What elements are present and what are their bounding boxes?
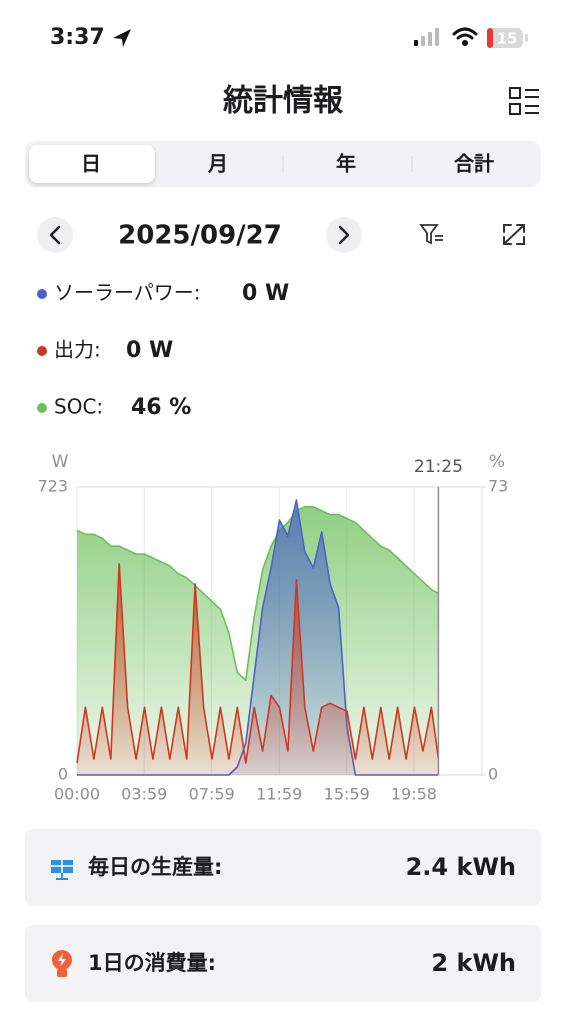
series-line [76, 563, 440, 764]
y-tick-label: 723 [37, 477, 68, 496]
summary-label: 1日の消費量: [88, 951, 216, 975]
readout-value: 0 W [242, 281, 289, 306]
solar-icon [51, 860, 73, 880]
location-icon [113, 29, 131, 47]
y2-axis-label: % [489, 452, 505, 472]
tab[interactable]: 日 [81, 152, 101, 176]
page-title: 統計情報 [223, 84, 344, 119]
bulb-icon [52, 950, 72, 977]
x-tick-label: 11:59 [256, 785, 302, 804]
y2-tick-label: 0 [488, 765, 498, 784]
readout-label: SOC: [54, 395, 103, 419]
summary-card [25, 925, 541, 1002]
readout-label: ソーラーパワー: [54, 281, 201, 305]
readout-value: 0 W [126, 338, 173, 363]
wifi-icon [452, 27, 478, 46]
status-time: 3:37 [50, 25, 105, 50]
readout-dot [37, 346, 47, 356]
list-button[interactable] [509, 87, 539, 115]
readout-dot [37, 403, 47, 413]
signal-icon [414, 28, 439, 46]
x-tick-label: 15:59 [324, 785, 370, 804]
tab-selected-bg [29, 145, 155, 183]
filter-button[interactable] [419, 224, 443, 245]
x-tick-label: 03:59 [121, 785, 167, 804]
prev-day-button[interactable] [37, 217, 73, 253]
summary-value: 2 kWh [431, 949, 516, 977]
tab[interactable]: 合計 [454, 152, 494, 176]
cursor-label: 21:25 [414, 457, 463, 477]
chart: W % 00:00 03:59 07:59 11:59 15:59 19:58 0 723 0 7… [37, 452, 508, 804]
y2-tick-label: 73 [488, 477, 508, 496]
area-fill [77, 500, 439, 775]
battery-level: 15 [497, 30, 518, 48]
readout-value: 46 % [131, 395, 191, 420]
summary-value: 2.4 kWh [406, 853, 516, 881]
readout-label: 出力: [54, 338, 101, 362]
x-tick-label: 07:59 [189, 785, 235, 804]
expand-button[interactable] [503, 224, 525, 245]
y-axis-label: W [52, 452, 69, 472]
battery-icon: 15 [487, 28, 528, 48]
x-tick-label: 19:58 [391, 785, 437, 804]
date: 2025/09/27 [118, 221, 282, 251]
area-fill [77, 563, 439, 775]
readout-dot [37, 289, 47, 299]
summary-label: 毎日の生産量: [88, 855, 222, 879]
next-day-button[interactable] [326, 217, 362, 253]
series-line [76, 505, 439, 682]
x-tick-label: 00:00 [54, 785, 100, 804]
y-tick-label: 0 [58, 765, 68, 784]
tab[interactable]: 月 [207, 152, 228, 176]
summary-card [25, 829, 541, 906]
tab[interactable]: 年 [336, 152, 356, 176]
